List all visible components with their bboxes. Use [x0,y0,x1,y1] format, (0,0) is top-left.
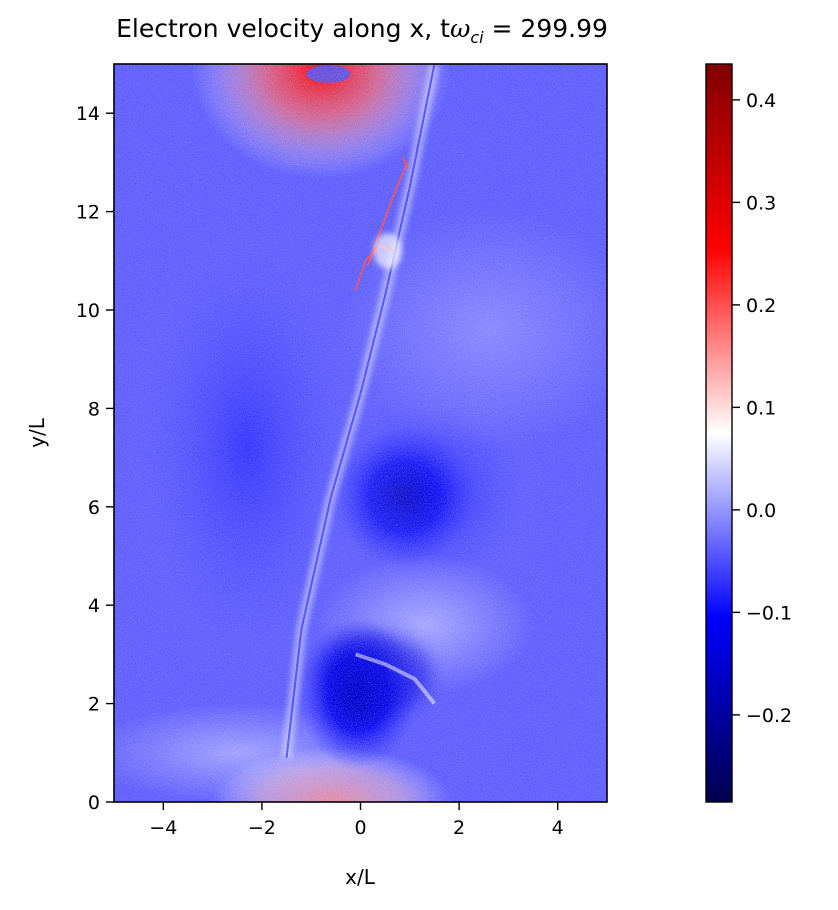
x-tick-label: −4 [149,817,177,839]
x-tick-label: 2 [453,817,465,839]
y-axis-label: y/L [25,417,49,448]
colorbar-tick-label: −0.2 [746,705,792,727]
x-tick-label: 4 [552,817,564,839]
heatmap-field [114,64,607,802]
colorbar-gradient [705,63,733,803]
y-tick-label: 6 [88,497,100,519]
colorbar-tick-label: 0.4 [746,90,776,112]
colorbar-tick-label: 0.0 [746,500,776,522]
y-tick-label: 2 [88,694,100,716]
colorbar-tick-label: 0.1 [746,397,776,419]
y-tick-label: 10 [76,300,100,322]
y-tick-label: 8 [88,398,100,420]
y-tick-label: 0 [88,792,100,814]
x-axis-label: x/L [345,865,376,889]
colorbar-tick-label: 0.2 [746,295,776,317]
x-tick-label: 0 [354,817,366,839]
colorbar-ticks: −0.2 −0.1 0.0 0.1 0.2 0.3 0.4 [732,90,792,727]
colorbar: −0.2 −0.1 0.0 0.1 0.2 0.3 0.4 [705,63,792,803]
y-axis: 0 2 4 6 8 10 12 14 [76,103,114,814]
x-axis: −4 −2 0 2 4 [149,802,564,839]
chart-title: Electron velocity along x, tωci = 299.99 [116,14,608,47]
y-tick-label: 4 [88,595,100,617]
y-tick-label: 12 [76,202,100,224]
y-tick-label: 14 [76,103,100,125]
colorbar-tick-label: 0.3 [746,192,776,214]
colorbar-tick-label: −0.1 [746,602,792,624]
x-tick-label: −2 [248,817,276,839]
heatmap-noise [114,64,607,802]
